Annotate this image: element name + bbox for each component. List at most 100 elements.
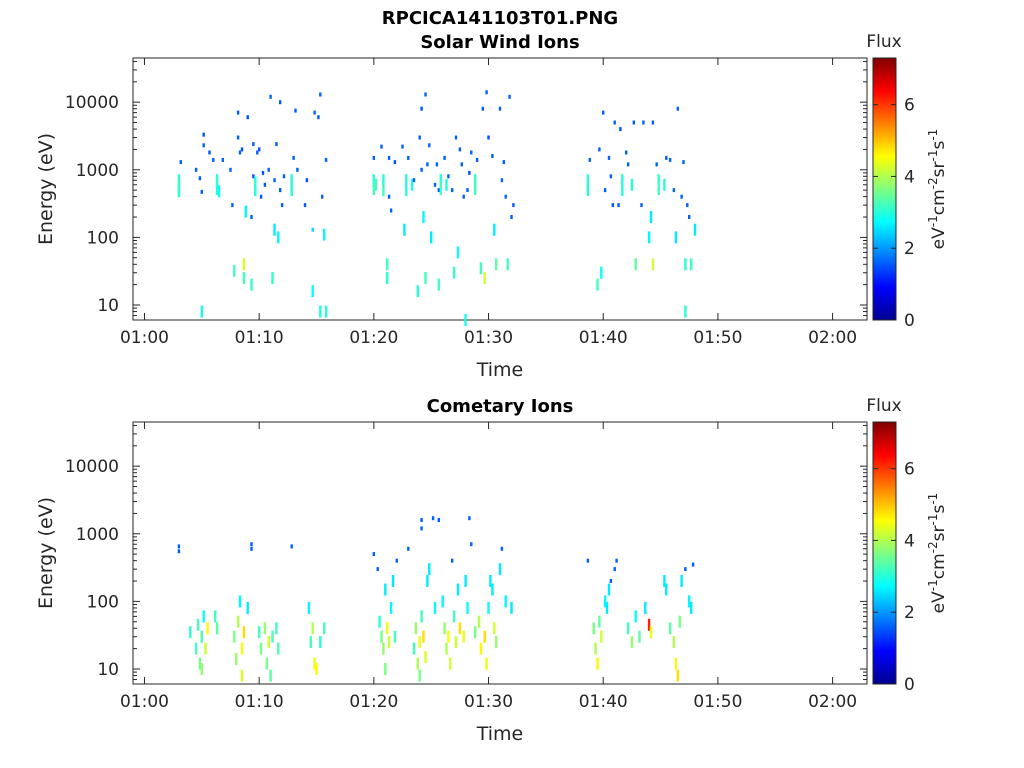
flux-cell (498, 106, 502, 111)
flux-cell (588, 157, 591, 162)
flux-cell (271, 272, 274, 285)
cometary-y-label: Energy (eV) (35, 497, 57, 609)
flux-cell (250, 215, 253, 219)
x-tick-label: 01:40 (579, 328, 628, 348)
flux-cell (323, 228, 326, 241)
flux-cell (452, 266, 456, 279)
flux-cell (280, 203, 284, 208)
flux-cell (607, 155, 611, 160)
flux-cell (615, 558, 618, 563)
x-tick-label: 01:50 (693, 328, 742, 348)
flux-cell (246, 601, 249, 614)
cometary-colorbar-title: Flux (866, 396, 901, 416)
flux-cell (439, 174, 442, 187)
flux-cell (296, 167, 299, 172)
flux-cell (200, 663, 203, 675)
flux-cell (464, 575, 467, 587)
colorbar-tick-label: 0 (904, 675, 915, 695)
flux-cell (313, 657, 316, 670)
flux-cell (649, 211, 653, 223)
flux-cell (462, 194, 465, 199)
flux-cell (254, 176, 257, 189)
flux-cell (303, 203, 307, 208)
flux-cell (386, 258, 389, 271)
x-tick-label: 01:10 (235, 692, 284, 712)
flux-cell (684, 567, 687, 572)
flux-cell (389, 601, 393, 614)
flux-cell (634, 258, 637, 271)
flux-cell (236, 135, 240, 140)
cometary-title: Cometary Ions (427, 396, 574, 417)
flux-cell (674, 231, 678, 244)
flux-cell (690, 601, 693, 614)
flux-cell (259, 642, 263, 655)
flux-cell (311, 622, 314, 635)
flux-cell (380, 630, 383, 643)
flux-cell (586, 174, 590, 187)
flux-cell (315, 663, 318, 675)
flux-cell (508, 94, 511, 99)
x-tick-label: 02:00 (808, 692, 857, 712)
flux-cell (290, 174, 293, 187)
x-tick-label: 01:20 (349, 692, 398, 712)
colorbar-tick-label: 2 (904, 603, 915, 623)
flux-cell (395, 558, 398, 563)
flux-cell (462, 630, 465, 643)
flux-cell (668, 622, 672, 635)
flux-cell (479, 262, 483, 275)
flux-cell (279, 100, 282, 105)
flux-cell (651, 120, 655, 125)
flux-cell (250, 546, 253, 551)
flux-cell (621, 184, 624, 197)
flux-cell (474, 183, 477, 195)
flux-cell (233, 630, 236, 643)
flux-cell (393, 630, 397, 643)
flux-cell (204, 642, 207, 655)
flux-cell (319, 636, 322, 649)
flux-cell (600, 630, 603, 643)
flux-cell (319, 305, 322, 318)
flux-cell (428, 563, 431, 576)
flux-cell (231, 203, 234, 208)
colorbar-tick-label: 4 (904, 167, 915, 187)
flux-cell (424, 651, 427, 664)
flux-cell (189, 626, 192, 639)
flux-cell (617, 203, 620, 208)
flux-cell (691, 562, 695, 567)
x-tick-label: 02:00 (808, 328, 857, 348)
flux-cell (372, 174, 375, 187)
flux-cell (221, 157, 224, 162)
flux-cell (619, 127, 622, 132)
flux-cell (290, 544, 293, 549)
flux-cell (676, 106, 679, 111)
figure-title: RPCICA141103T01.PNG (382, 8, 618, 29)
flux-cell (456, 246, 460, 259)
flux-cell (319, 92, 322, 97)
flux-cell (626, 162, 630, 167)
x-tick-label: 01:20 (349, 328, 398, 348)
cometary-x-label: Time (476, 723, 524, 745)
flux-cell (430, 231, 433, 244)
flux-cell (416, 285, 419, 298)
solar-wind-title: Solar Wind Ions (420, 32, 579, 53)
flux-cell (265, 657, 268, 670)
x-tick-label: 01:30 (464, 692, 513, 712)
flux-cell (177, 174, 181, 187)
flux-cell (607, 583, 611, 596)
flux-cell (481, 106, 484, 111)
flux-cell (603, 188, 607, 193)
flux-cell (323, 622, 326, 635)
flux-cell (407, 546, 410, 551)
cometary-panel: Cometary Ions 01:00 01:10 01:20 01:30 01:40 0… (35, 396, 949, 745)
flux-cell (420, 518, 423, 522)
flux-cell (194, 642, 198, 655)
flux-cell (510, 215, 513, 219)
flux-cell (431, 516, 435, 521)
flux-cell (657, 174, 660, 187)
flux-cell (651, 258, 655, 271)
flux-cell (690, 258, 693, 271)
flux-cell (424, 272, 427, 285)
flux-cell (447, 174, 450, 179)
flux-cell (640, 203, 643, 208)
